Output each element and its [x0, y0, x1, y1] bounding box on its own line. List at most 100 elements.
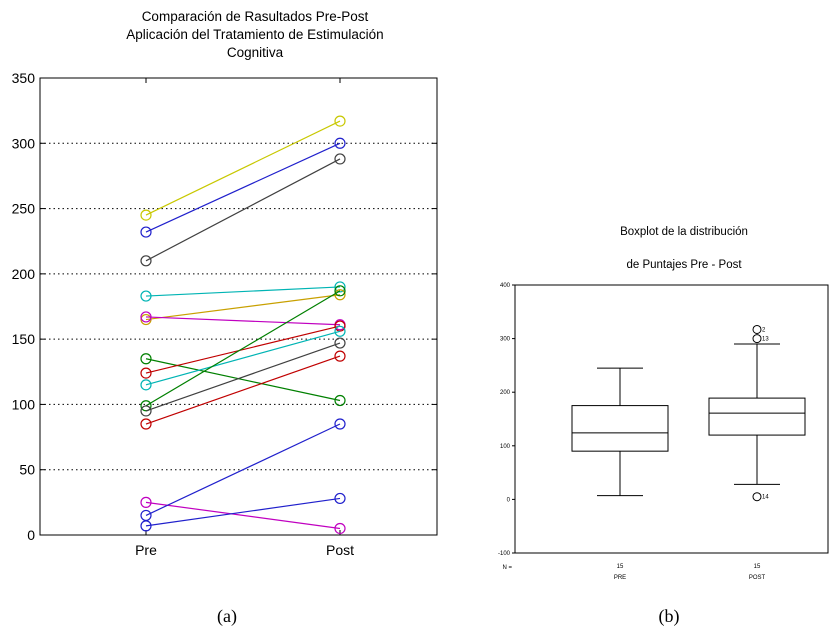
box-pre — [571, 367, 669, 497]
data-point-marker — [140, 520, 152, 532]
data-point-marker — [140, 496, 152, 508]
chart-a-xtick-label: Post — [326, 542, 354, 558]
chart-b-title-line: Boxplot de la distribución — [620, 226, 748, 238]
series-segment — [145, 501, 341, 530]
series-segment — [145, 142, 341, 233]
chart-a-axis-ticks: 0 50 100 150 200 250 300 350 Pre Post — [12, 70, 437, 558]
chart-a-series-line — [140, 353, 346, 407]
data-point-marker — [334, 522, 346, 535]
series-segment — [145, 358, 341, 402]
chart-b-title: Boxplot de la distribución de Puntajes Pr… — [620, 226, 748, 271]
series-segment — [145, 294, 341, 321]
series-segment — [145, 497, 341, 527]
chart-a-xtick-label: Pre — [135, 542, 157, 558]
chart-a-title-line: Cognitiva — [227, 45, 284, 60]
data-point-marker — [140, 367, 152, 379]
data-point-marker — [140, 313, 152, 326]
iqr-box — [708, 397, 806, 436]
chart-b-boxes: 2 13 14 — [571, 324, 806, 502]
data-point-marker — [140, 405, 152, 417]
data-point-marker — [334, 325, 346, 337]
data-point-marker — [334, 350, 346, 362]
chart-a-series-line — [140, 496, 346, 535]
data-point-marker — [140, 353, 152, 365]
outlier-label: 2 — [762, 327, 766, 333]
series-segment — [145, 423, 341, 516]
data-point-marker — [140, 255, 152, 267]
chart-a-ytick-label: 150 — [12, 331, 36, 347]
outlier-marker — [752, 334, 762, 344]
n-label: N = — [502, 565, 512, 571]
n-value: 15 — [617, 564, 624, 570]
series-segment — [145, 120, 341, 216]
data-point-marker — [334, 153, 346, 165]
chart-a-series-line — [140, 285, 346, 412]
chart-a-ytick-label: 100 — [12, 396, 36, 412]
chart-b-plot-frame — [514, 284, 829, 554]
chart-b-axis-ticks: -100 0 100 200 300 400 — [498, 283, 515, 557]
series-segment — [145, 342, 341, 412]
category-label: PRE — [614, 575, 626, 581]
n-value: 15 — [754, 564, 761, 570]
outlier-marker — [752, 492, 762, 502]
chart-b-title-line: de Puntajes Pre - Post — [626, 259, 742, 271]
data-point-marker — [140, 311, 152, 323]
chart-a-series-line — [140, 289, 346, 326]
outlier-label: 13 — [762, 337, 769, 343]
caption-a: (a) — [217, 606, 237, 627]
caption-b: (b) — [659, 606, 680, 627]
iqr-box — [571, 405, 669, 452]
series-segment — [145, 355, 341, 425]
chart-b-ytick-label: 200 — [500, 390, 511, 396]
data-point-marker — [334, 115, 346, 127]
data-point-marker — [334, 285, 346, 297]
line-chart-pre-post: Comparación de Rasultados Pre-Post Aplica… — [12, 9, 438, 558]
series-segment — [145, 158, 341, 262]
chart-b-category-labels: N = 15 PRE 15 POST — [502, 564, 765, 581]
chart-a-ytick-label: 250 — [12, 201, 36, 217]
data-point-marker — [334, 289, 346, 301]
box-post: 2 13 14 — [708, 324, 806, 502]
chart-a-title: Comparación de Rasultados Pre-Post Aplica… — [126, 9, 383, 60]
chart-a-series-line — [140, 337, 346, 417]
data-point-marker — [140, 226, 152, 238]
chart-a-series-line — [140, 115, 346, 221]
chart-a-series-line — [140, 350, 346, 430]
chart-a-series-line — [140, 325, 346, 391]
chart-a-title-line: Aplicación del Tratamiento de Estimulaci… — [126, 27, 383, 42]
data-point-marker — [140, 418, 152, 430]
data-point-marker — [140, 209, 152, 221]
series-segment — [145, 316, 341, 326]
outlier-label: 14 — [762, 495, 769, 501]
chart-a-ytick-label: 50 — [19, 462, 35, 478]
chart-a-series — [140, 115, 346, 535]
data-point-marker — [334, 337, 346, 349]
outlier-marker — [752, 324, 762, 334]
boxplot-chart: Boxplot de la distribución de Puntajes Pr… — [498, 226, 829, 581]
chart-a-series-line — [140, 492, 346, 532]
data-point-marker — [334, 281, 346, 293]
chart-a-ytick-label: 300 — [12, 135, 36, 151]
chart-a-title-line: Comparación de Rasultados Pre-Post — [142, 9, 369, 24]
chart-a-ytick-label: 0 — [27, 527, 35, 543]
chart-a-series-line — [140, 311, 346, 331]
data-point-marker — [334, 320, 346, 332]
series-segment — [145, 286, 341, 297]
chart-a-ytick-label: 200 — [12, 266, 36, 282]
chart-b-ytick-label: 400 — [500, 283, 511, 289]
chart-b-ytick-label: 300 — [500, 337, 511, 343]
data-point-marker — [334, 137, 346, 149]
category-label: POST — [749, 575, 766, 581]
data-point-marker — [334, 418, 346, 430]
series-segment — [145, 290, 341, 407]
chart-a-ytick-label: 350 — [12, 70, 36, 86]
data-point-marker — [334, 394, 346, 407]
chart-a-series-line — [140, 153, 346, 267]
data-point-marker — [140, 379, 152, 391]
chart-a-plot-frame — [39, 77, 438, 536]
chart-a-series-line — [140, 137, 346, 238]
chart-a-gridlines — [40, 142, 437, 471]
chart-a-series-line — [140, 281, 346, 302]
chart-b-ytick-label: -100 — [498, 551, 511, 557]
